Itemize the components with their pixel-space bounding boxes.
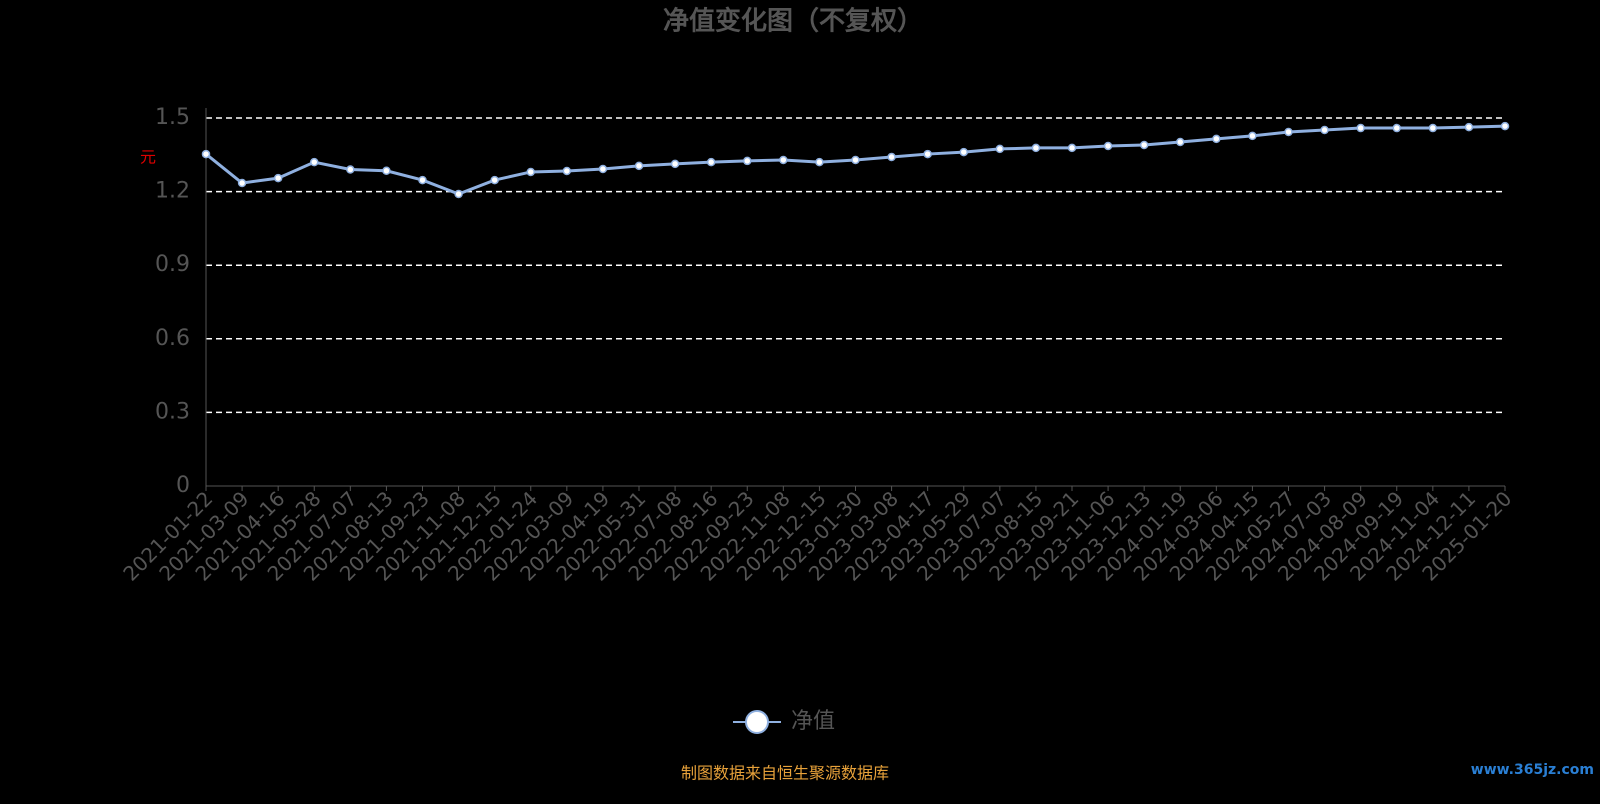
data-point	[1464, 122, 1474, 132]
data-point	[1031, 143, 1041, 153]
data-point	[1139, 140, 1149, 150]
data-point	[1067, 143, 1077, 153]
data-point	[273, 173, 283, 183]
y-tick-label: 0.6	[155, 326, 190, 351]
data-point	[382, 166, 391, 175]
data-point	[310, 157, 319, 167]
data-point	[418, 175, 427, 185]
data-point	[1284, 127, 1293, 137]
data-point	[598, 164, 608, 174]
data-point	[1392, 123, 1401, 133]
y-axis-label: 元	[140, 148, 156, 167]
data-point	[526, 167, 535, 177]
data-point	[995, 144, 1005, 154]
data-point	[201, 149, 211, 159]
data-point	[562, 166, 572, 176]
legend-marker	[745, 710, 769, 734]
data-point	[670, 159, 680, 169]
data-point	[634, 161, 644, 171]
y-tick-label: 1.2	[155, 179, 190, 204]
y-tick-label: 0.9	[155, 252, 190, 277]
legend-label: 净值	[791, 709, 835, 734]
y-tick-label: 0	[176, 473, 190, 498]
data-point	[923, 149, 932, 159]
data-point	[959, 147, 968, 157]
chart-title: 净值变化图（不复权）	[663, 6, 923, 37]
y-tick-label: 0.3	[155, 399, 190, 424]
data-point	[1212, 134, 1221, 144]
data-point	[1428, 123, 1438, 133]
data-point	[1320, 125, 1329, 135]
data-point	[887, 152, 896, 162]
data-point	[1176, 137, 1185, 147]
data-point	[346, 165, 355, 174]
data-point	[706, 157, 716, 167]
data-point	[237, 178, 247, 188]
data-point	[779, 155, 788, 165]
data-point	[815, 157, 824, 167]
data-point	[851, 155, 860, 165]
data-point	[1103, 141, 1113, 151]
watermark: www.365jz.com	[1471, 762, 1594, 778]
data-point	[490, 175, 499, 185]
data-point	[743, 156, 752, 166]
data-point	[1500, 121, 1510, 131]
data-point	[454, 189, 463, 199]
footnote: 制图数据来自恒生聚源数据库	[681, 764, 889, 783]
data-point	[1356, 123, 1365, 133]
data-point	[1248, 131, 1257, 141]
y-tick-label: 1.5	[155, 105, 190, 130]
